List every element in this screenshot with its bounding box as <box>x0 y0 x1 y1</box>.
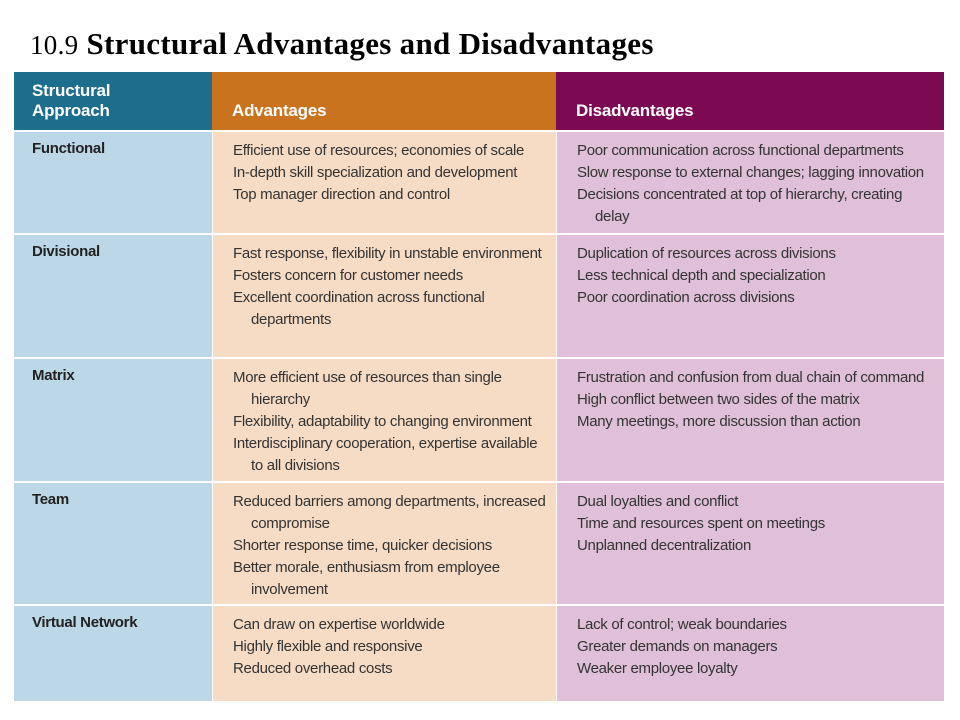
advantage-item: Can draw on expertise worldwide <box>233 616 445 633</box>
advantages-cell: More efficient use of resources than sin… <box>212 357 556 481</box>
advantage-item: Efficient use of resources; economies of… <box>233 142 525 159</box>
header-text: Structural Approach <box>32 81 111 120</box>
disadvantage-item: Time and resources spent on meetings <box>577 515 825 532</box>
approach-cell: Virtual Network <box>14 604 212 701</box>
header-cell: Structural Approach <box>14 72 212 130</box>
disadvantage-item: Many meetings, more discussion than acti… <box>577 413 861 430</box>
disadvantages-cell: Poor communication across functional dep… <box>556 130 944 233</box>
disadvantage-item: Unplanned decentralization <box>577 537 751 554</box>
slide-title: 10.9 Structural Advantages and Disadvant… <box>30 26 654 62</box>
advantage-item: In-depth skill specialization and develo… <box>233 164 518 181</box>
header-text: Advantages <box>232 101 327 120</box>
advantages-cell: Efficient use of resources; economies of… <box>212 130 556 233</box>
advantage-item: Top manager direction and control <box>233 186 450 203</box>
approach-cell: Divisional <box>14 233 212 357</box>
disadvantages-cell: Duplication of resources across division… <box>556 233 944 357</box>
disadvantage-item: Dual loyalties and conflict <box>577 493 739 510</box>
advantage-item: Better morale, enthusiasm from employee … <box>233 559 500 598</box>
advantage-item: Excellent coordination across functional… <box>233 289 485 328</box>
title-text: Structural Advantages and Disadvantages <box>86 26 654 61</box>
advantages-cell: Fast response, flexibility in unstable e… <box>212 233 556 357</box>
disadvantages-cell: Lack of control; weak boundaries Greater … <box>556 604 944 701</box>
disadvantage-item: Less technical depth and specialization <box>577 267 826 284</box>
advantages-cell: Can draw on expertise worldwide Highly fl… <box>212 604 556 701</box>
header-cell: Disadvantages <box>556 72 944 130</box>
header-cell: Advantages <box>212 72 556 130</box>
advantage-item: Reduced barriers among departments, incr… <box>233 493 546 532</box>
advantage-item: Fast response, flexibility in unstable e… <box>233 245 542 262</box>
disadvantage-item: Frustration and confusion from dual chai… <box>577 369 925 386</box>
disadvantage-item: Slow response to external changes; laggi… <box>577 164 924 181</box>
advantage-item: Fosters concern for customer needs <box>233 267 463 284</box>
advantage-item: Interdisciplinary cooperation, expertise… <box>233 435 538 474</box>
disadvantage-item: Poor coordination across divisions <box>577 289 795 306</box>
disadvantage-item: Lack of control; weak boundaries <box>577 616 787 633</box>
disadvantage-item: Greater demands on managers <box>577 638 778 655</box>
approach-cell: Functional <box>14 130 212 233</box>
advantage-item: Shorter response time, quicker decisions <box>233 537 492 554</box>
disadvantage-item: Weaker employee loyalty <box>577 660 738 677</box>
advantage-item: Flexibility, adaptability to changing en… <box>233 413 532 430</box>
approach-cell: Team <box>14 481 212 604</box>
disadvantage-item: Decisions concentrated at top of hierarc… <box>577 186 903 225</box>
title-number: 10.9 <box>30 30 79 60</box>
disadvantage-item: High conflict between two sides of the m… <box>577 391 860 408</box>
header-text: Disadvantages <box>576 101 694 120</box>
disadvantages-cell: Dual loyalties and conflict Time and reso… <box>556 481 944 604</box>
approach-cell: Matrix <box>14 357 212 481</box>
advantages-cell: Reduced barriers among departments, incr… <box>212 481 556 604</box>
disadvantage-item: Duplication of resources across division… <box>577 245 836 262</box>
disadvantages-cell: Frustration and confusion from dual chai… <box>556 357 944 481</box>
comparison-table: Structural Approach Advantages Disadvantag… <box>14 72 944 704</box>
advantage-item: More efficient use of resources than sin… <box>233 369 502 408</box>
advantage-item: Highly flexible and responsive <box>233 638 423 655</box>
advantage-item: Reduced overhead costs <box>233 660 393 677</box>
disadvantage-item: Poor communication across functional dep… <box>577 142 904 159</box>
